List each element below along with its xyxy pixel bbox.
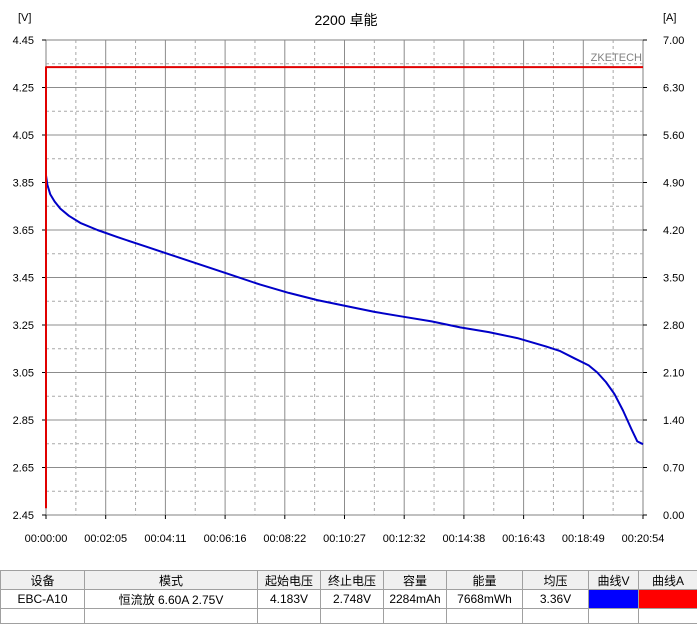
left-tick-label: 4.05 <box>13 130 34 142</box>
table-header-row: 设备 模式 起始电压 终止电压 容量 能量 均压 曲线V 曲线A <box>0 570 697 590</box>
cell-avg-voltage: 3.36V <box>522 589 589 609</box>
x-tick-label: 00:20:54 <box>622 533 665 545</box>
x-tick-label: 00:14:38 <box>442 533 485 545</box>
header-curve-v: 曲线V <box>588 570 639 590</box>
left-tick-label: 3.85 <box>13 178 34 190</box>
cell-curve-v[interactable] <box>588 589 639 609</box>
curve-a-color-swatch[interactable] <box>639 590 697 608</box>
x-tick-label: 00:10:27 <box>323 533 366 545</box>
right-tick-label: 5.60 <box>663 130 684 142</box>
right-tick-label: 0.70 <box>663 463 684 475</box>
header-curve-a: 曲线A <box>638 570 697 590</box>
x-tick-label: 00:04:11 <box>144 533 186 545</box>
x-tick-label: 00:12:32 <box>383 533 426 545</box>
cell-capacity: 2284mAh <box>383 589 447 609</box>
left-tick-label: 4.25 <box>13 83 34 95</box>
header-mode: 模式 <box>84 570 258 590</box>
left-tick-label: 3.45 <box>13 273 34 285</box>
left-tick-label: 4.45 <box>13 35 34 47</box>
header-end-voltage: 终止电压 <box>320 570 384 590</box>
cell-mode: 恒流放 6.60A 2.75V <box>84 589 258 609</box>
left-tick-label: 2.45 <box>13 510 34 522</box>
right-tick-label: 4.20 <box>663 225 684 237</box>
summary-table: 设备 模式 起始电压 终止电压 容量 能量 均压 曲线V 曲线A EBC-A10… <box>0 570 697 624</box>
left-tick-label: 2.85 <box>13 415 34 427</box>
chart-area: 4.45 4.25 4.05 3.85 3.65 3.45 3.25 3.05 2.85 2.65… <box>13 12 685 545</box>
cell-energy: 7668mWh <box>446 589 523 609</box>
cell-curve-a[interactable] <box>638 589 697 609</box>
left-tick-label: 3.05 <box>13 368 34 380</box>
header-energy: 能量 <box>446 570 523 590</box>
right-tick-label: 2.10 <box>663 368 684 380</box>
right-tick-label: 7.00 <box>663 35 684 47</box>
x-tick-label: 00:18:49 <box>562 533 605 545</box>
right-tick-label: 6.30 <box>663 83 684 95</box>
cell-end-voltage: 2.748V <box>320 589 384 609</box>
header-capacity: 容量 <box>383 570 447 590</box>
right-tick-label: 0.00 <box>663 510 684 522</box>
x-tick-label: 00:02:05 <box>84 533 127 545</box>
current-series-line <box>45 66 643 509</box>
header-start-voltage: 起始电压 <box>257 570 321 590</box>
header-avg-voltage: 均压 <box>522 570 589 590</box>
cell-device: EBC-A10 <box>0 589 85 609</box>
right-axis-unit: [A] <box>663 12 676 24</box>
x-tick-label: 00:06:16 <box>204 533 247 545</box>
right-tick-label: 1.40 <box>663 415 684 427</box>
table-row[interactable]: EBC-A10 恒流放 6.60A 2.75V 4.183V 2.748V 22… <box>0 589 697 609</box>
left-tick-label: 2.65 <box>13 463 34 475</box>
cell-start-voltage: 4.183V <box>257 589 321 609</box>
discharge-chart: 4.45 4.25 4.05 3.85 3.65 3.45 3.25 3.05 2.85 2.65… <box>13 12 685 545</box>
right-tick-label: 3.50 <box>663 273 684 285</box>
table-empty-row <box>0 608 697 624</box>
left-tick-label: 3.25 <box>13 320 34 332</box>
voltage-series-line <box>45 175 644 446</box>
chart-title: 2200 卓能 <box>314 12 377 28</box>
watermark: ZKETECH <box>591 52 642 64</box>
left-axis-unit: [V] <box>18 12 31 24</box>
x-tick-label: 00:00:00 <box>25 533 68 545</box>
x-tick-label: 00:08:22 <box>263 533 306 545</box>
curve-v-color-swatch[interactable] <box>589 590 638 608</box>
right-tick-label: 2.80 <box>663 320 684 332</box>
left-tick-label: 3.65 <box>13 225 34 237</box>
header-device: 设备 <box>0 570 85 590</box>
right-tick-label: 4.90 <box>663 178 684 190</box>
x-tick-label: 00:16:43 <box>502 533 545 545</box>
